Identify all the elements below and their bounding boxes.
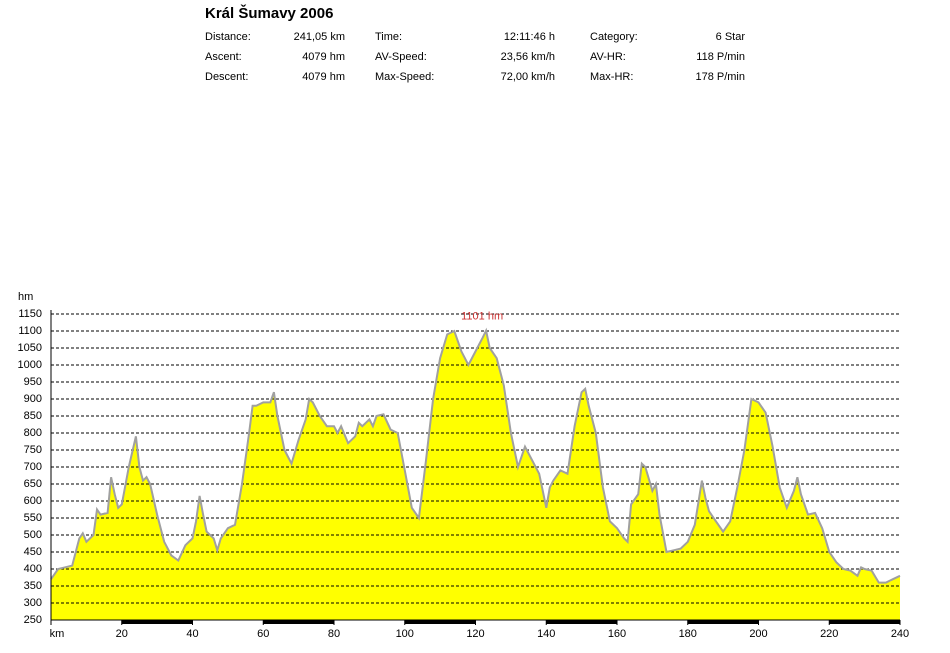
x-tick-label: 200 (749, 628, 767, 640)
y-tick-label: 900 (24, 393, 42, 405)
stat-value: 241,05 km (294, 31, 345, 43)
x-tick-label: 40 (186, 628, 198, 640)
elevation-area (51, 330, 900, 620)
x-tick-label: 140 (537, 628, 555, 640)
stat-value: 12:11:46 h (504, 31, 555, 43)
y-tick-label: 1100 (18, 325, 42, 337)
annotation: 1101 hm (461, 311, 503, 323)
stat-value: 23,56 km/h (501, 51, 555, 63)
x-tick-label: km (50, 628, 65, 640)
stat-label: Max-HR: (590, 71, 633, 83)
stat-label: Descent: (205, 71, 248, 83)
y-tick-label: 1150 (18, 308, 42, 320)
axis-band (546, 620, 617, 624)
stat-value: 6 Star (716, 31, 746, 43)
x-tick-label: 100 (396, 628, 414, 640)
axis-band (121, 620, 193, 624)
y-tick-label: 300 (24, 597, 42, 609)
stat-label: AV-HR: (590, 51, 626, 63)
y-tick-label: 750 (24, 444, 42, 456)
stat-value: 4079 hm (302, 51, 345, 63)
stat-label: Category: (590, 31, 638, 43)
stat-label: Max-Speed: (375, 71, 434, 83)
y-tick-label: 1000 (18, 359, 42, 371)
y-tick-label: 350 (24, 580, 42, 592)
y-tick-label: 400 (24, 563, 42, 575)
x-tick-label: 20 (116, 628, 128, 640)
y-tick-label: 800 (24, 427, 42, 439)
x-tick-label: 80 (328, 628, 340, 640)
stat-label: Ascent: (205, 51, 242, 63)
y-tick-label: 700 (24, 461, 42, 473)
y-tick-label: 1050 (18, 342, 42, 354)
stat-label: Distance: (205, 31, 251, 43)
y-tick-label: 950 (24, 376, 42, 388)
stat-value: 4079 hm (302, 71, 345, 83)
stat-value: 72,00 km/h (501, 71, 555, 83)
y-tick-label: 450 (24, 546, 42, 558)
y-tick-label: 650 (24, 478, 42, 490)
stat-label: AV-Speed: (375, 51, 427, 63)
y-axis-unit: hm (18, 291, 33, 303)
y-tick-label: 250 (24, 614, 42, 626)
y-tick-label: 500 (24, 529, 42, 541)
axis-band (687, 620, 759, 624)
x-tick-label: 180 (679, 628, 697, 640)
stat-value: 178 P/min (695, 71, 745, 83)
y-tick-label: 600 (24, 495, 42, 507)
page-title: Král Šumavy 2006 (205, 4, 333, 22)
x-tick-label: 120 (466, 628, 484, 640)
x-tick-label: 160 (608, 628, 626, 640)
stat-label: Time: (375, 31, 402, 43)
y-tick-label: 550 (24, 512, 42, 524)
elevation-line (50, 327, 901, 584)
axis-band (404, 620, 476, 624)
axis-band (263, 620, 334, 624)
stat-value: 118 P/min (696, 51, 745, 63)
y-tick-label: 850 (24, 410, 42, 422)
x-tick-label: 240 (891, 628, 909, 640)
axis-band (829, 620, 900, 624)
x-tick-label: 60 (257, 628, 269, 640)
stats-table: Distance: 241,05 km Time: 12:11:46 h Categor… (205, 31, 745, 83)
x-tick-label: 220 (820, 628, 838, 640)
